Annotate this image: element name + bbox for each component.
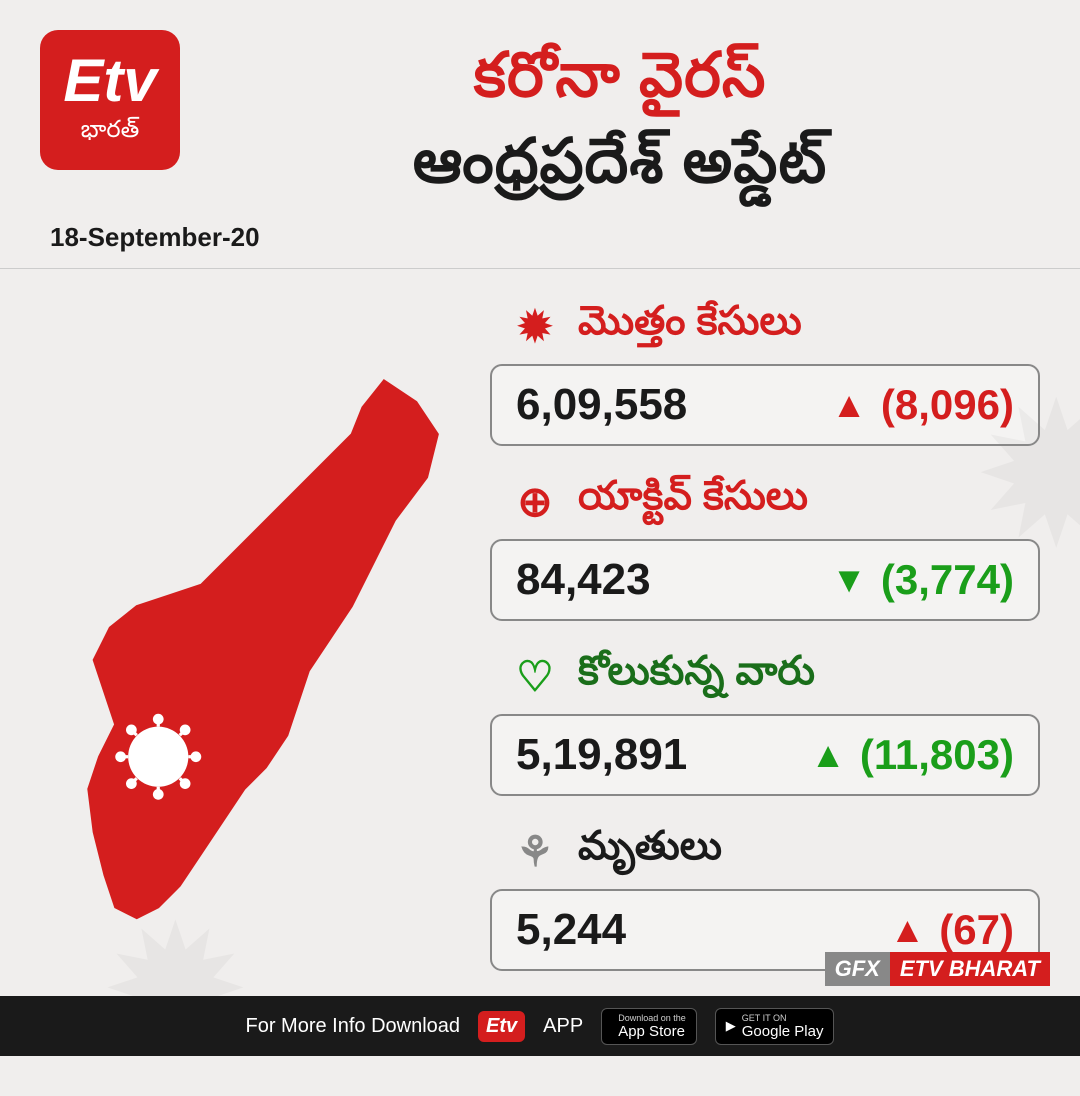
title-block: కరోనా వైరస్ ఆంధ్రప్రదేశ్ అప్డేట్ <box>200 30 1040 212</box>
gfx-badge: GFX ETV BHARAT <box>825 952 1050 986</box>
footer-app-text: APP <box>543 1015 583 1038</box>
stat-box: 5,19,891 ▲ (11,803) <box>490 714 1040 796</box>
title-line1: కరోనా వైరస్ <box>200 40 1040 126</box>
stat-box: 6,09,558 ▲ (8,096) <box>490 364 1040 446</box>
header: Etv భారత్ కరోనా వైరస్ ఆంధ్రప్రదేశ్ అప్డే… <box>0 0 1080 222</box>
stat-deaths: ⚘ మృతులు 5,244 ▲ (67) <box>490 824 1040 971</box>
stat-value: 84,423 <box>516 555 651 605</box>
appstore-badge[interactable]: Download on the App Store <box>601 1008 697 1045</box>
arrow-down-icon: ▼ <box>831 559 867 601</box>
appstore-small: Download on the <box>618 1013 686 1023</box>
stat-label: ⊕ యాక్టివ్ కేసులు <box>490 474 1040 529</box>
playstore-big: Google Play <box>742 1023 824 1040</box>
appstore-big: App Store <box>618 1023 686 1040</box>
bed-icon: ⊕ <box>510 477 560 526</box>
stat-change: (11,803) <box>860 731 1014 779</box>
etv-logo: Etv భారత్ <box>40 30 180 170</box>
stat-trend: ▲ (11,803) <box>810 731 1014 779</box>
play-icon: ▶ <box>726 1018 736 1034</box>
footer: For More Info Download Etv APP Download … <box>0 996 1080 1056</box>
title-line2: ఆంధ్రప్రదేశ్ అప్డేట్ <box>200 126 1040 212</box>
stat-label: ⚘ మృతులు <box>490 824 1040 879</box>
stat-active-cases: ⊕ యాక్టివ్ కేసులు 84,423 ▼ (3,774) <box>490 474 1040 621</box>
stat-total-cases: ✹ మొత్తం కేసులు 6,09,558 ▲ (8,096) <box>490 299 1040 446</box>
flower-icon: ⚘ <box>510 827 560 876</box>
stat-value: 5,244 <box>516 905 626 955</box>
logo-sub-text: భారత్ <box>81 116 140 149</box>
gfx-left: GFX <box>825 952 890 986</box>
footer-text: For More Info Download <box>246 1015 461 1038</box>
stat-trend: ▲ (67) <box>890 906 1014 954</box>
arrow-up-icon: ▲ <box>810 734 846 776</box>
stat-label-text: కోలుకున్న వారు <box>578 649 815 704</box>
date-label: 18-September-20 <box>0 222 1080 268</box>
playstore-small: GET IT ON <box>742 1013 824 1023</box>
stat-label: ♡ కోలుకున్న వారు <box>490 649 1040 704</box>
stat-label: ✹ మొత్తం కేసులు <box>490 299 1040 354</box>
gfx-right: ETV BHARAT <box>890 952 1050 986</box>
stat-label-text: మృతులు <box>578 824 722 879</box>
heart-icon: ♡ <box>510 652 560 701</box>
stat-change: (67) <box>939 906 1014 954</box>
logo-main-text: Etv <box>63 51 156 111</box>
playstore-badge[interactable]: ▶ GET IT ON Google Play <box>715 1008 835 1045</box>
stats-area: ✹ మొత్తం కేసులు 6,09,558 ▲ (8,096) ⊕ యాక… <box>470 299 1040 999</box>
arrow-up-icon: ▲ <box>890 909 926 951</box>
stat-value: 5,19,891 <box>516 730 687 780</box>
bg-virus-decoration: ✹ <box>972 360 1080 593</box>
arrow-up-icon: ▲ <box>831 384 867 426</box>
stat-box: 84,423 ▼ (3,774) <box>490 539 1040 621</box>
andhra-map <box>40 359 470 950</box>
footer-logo-icon: Etv <box>478 1011 525 1042</box>
content-area: ✹ మొత్తం కేసులు 6,09,558 ▲ (8,096) ⊕ యాక… <box>0 269 1080 999</box>
stat-value: 6,09,558 <box>516 380 687 430</box>
stat-label-text: మొత్తం కేసులు <box>578 299 802 354</box>
stat-label-text: యాక్టివ్ కేసులు <box>578 474 808 529</box>
stat-recovered: ♡ కోలుకున్న వారు 5,19,891 ▲ (11,803) <box>490 649 1040 796</box>
virus-icon: ✹ <box>510 302 560 351</box>
map-area <box>40 299 470 999</box>
